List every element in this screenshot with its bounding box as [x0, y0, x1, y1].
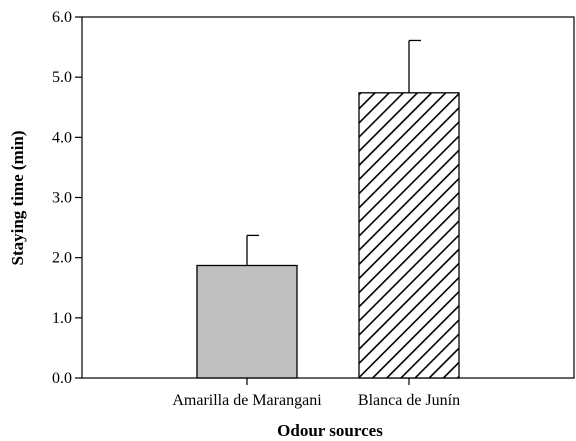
- y-tick-label: 2.0: [52, 250, 72, 267]
- y-tick-label: 4.0: [52, 129, 72, 146]
- y-tick-label: 0.0: [52, 370, 72, 387]
- plot-area: 0.0 1.0 2.0 3.0 4.0 5.0 6.0 Amarilla de Maranga…: [52, 9, 575, 409]
- x-tick-label: Blanca de Junín: [358, 392, 460, 409]
- plot-frame: [81, 16, 575, 379]
- bar: [196, 264, 298, 379]
- x-tick-label: Amarilla de Marangani: [172, 392, 322, 409]
- y-tick-label: 6.0: [52, 9, 72, 26]
- y-tick-label: 1.0: [52, 310, 72, 327]
- bar: [358, 92, 460, 379]
- y-axis-title: Staying time (min): [8, 130, 27, 265]
- y-tick-label: 3.0: [52, 190, 72, 207]
- y-tick-label: 5.0: [52, 69, 72, 86]
- x-axis-title: Odour sources: [277, 421, 383, 440]
